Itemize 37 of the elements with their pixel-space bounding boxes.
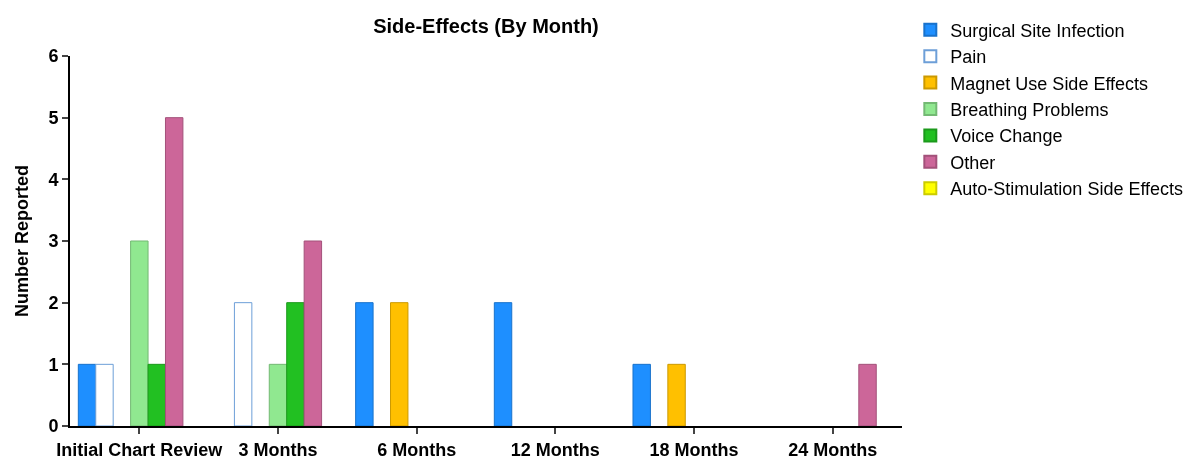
bar xyxy=(632,363,651,426)
bar xyxy=(130,240,149,426)
bar xyxy=(355,302,374,426)
y-tick-label: 6 xyxy=(48,46,59,67)
y-tick-label: 5 xyxy=(48,107,59,128)
y-tick-label: 4 xyxy=(48,169,59,190)
bar xyxy=(493,302,513,426)
legend-label: Breathing Problems xyxy=(950,100,1109,121)
bar xyxy=(286,302,305,426)
legend-label: Auto-Stimulation Side Effects xyxy=(950,179,1184,200)
bar xyxy=(858,363,877,426)
bar xyxy=(95,363,114,426)
x-tick-label: Initial Chart Review xyxy=(56,439,224,460)
x-tick-label: 3 Months xyxy=(238,439,318,460)
legend-label: Voice Change xyxy=(950,126,1063,147)
y-axis-title: Number Reported xyxy=(12,164,33,318)
bar xyxy=(667,363,686,426)
x-tick-label: 6 Months xyxy=(377,439,457,460)
bar xyxy=(268,363,288,426)
legend-label: Magnet Use Side Effects xyxy=(950,73,1149,94)
bar xyxy=(390,302,409,426)
bar xyxy=(233,302,253,426)
x-tick-label: 12 Months xyxy=(510,439,600,460)
bar xyxy=(77,363,97,426)
y-tick-label: 3 xyxy=(48,231,59,252)
bar xyxy=(147,363,166,426)
chart-title: Side-Effects (By Month) xyxy=(373,14,599,37)
bar xyxy=(164,117,184,426)
legend-label: Other xyxy=(950,152,996,173)
y-tick-label: 2 xyxy=(48,292,59,313)
bar xyxy=(303,240,323,426)
legend-label: Surgical Site Infection xyxy=(950,20,1125,41)
x-tick-label: 24 Months xyxy=(788,439,878,460)
y-tick-label: 1 xyxy=(48,354,59,375)
legend-label: Pain xyxy=(950,47,987,68)
y-tick-label: 0 xyxy=(48,416,59,437)
x-tick-label: 18 Months xyxy=(649,439,739,460)
